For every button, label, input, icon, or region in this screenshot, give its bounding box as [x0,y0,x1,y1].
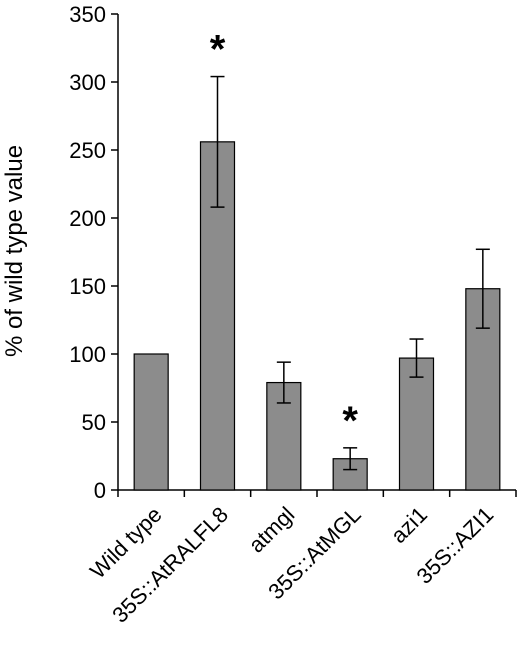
y-tick-label: 150 [69,274,106,299]
bar [398,357,435,491]
y-tick-label: 50 [82,410,106,435]
x-category-label: azi1 [386,502,432,548]
y-tick-label: 200 [69,206,106,231]
bar [133,353,169,491]
x-category-label: 35S::AtRALFL8 [107,502,233,628]
y-tick-label: 300 [69,70,106,95]
y-axis-label: % of wild type value [1,145,28,357]
x-category-label: atmgl [244,502,300,558]
y-tick-label: 250 [69,138,106,163]
y-tick-label: 350 [69,2,106,27]
bar [332,458,368,491]
significance-marker: * [210,28,226,72]
significance-marker: * [342,399,358,443]
y-tick-label: 100 [69,342,106,367]
y-tick-label: 0 [94,478,106,503]
